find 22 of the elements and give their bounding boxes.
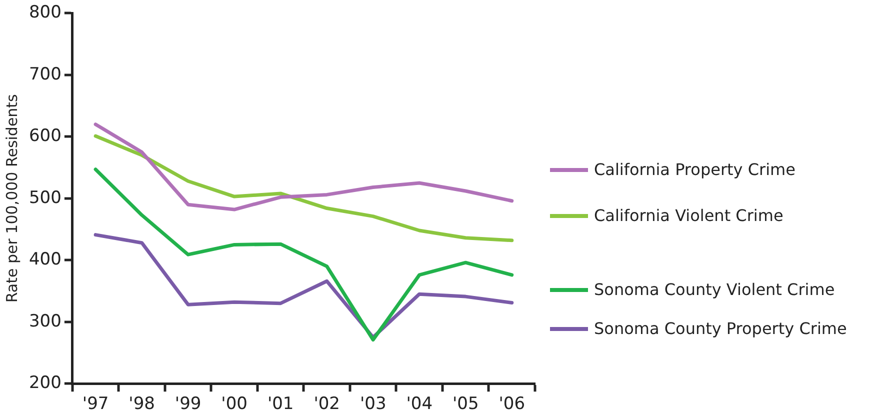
y-axis-title: Rate per 100,000 Residents xyxy=(2,94,21,303)
x-tick-label: '99 xyxy=(174,394,202,414)
legend-label: Sonoma County Violent Crime xyxy=(594,280,835,299)
y-tick-label: 500 xyxy=(28,188,62,208)
x-tick-label: '00 xyxy=(221,394,248,414)
y-tick-label: 400 xyxy=(28,250,62,270)
x-tick-label: '05 xyxy=(452,394,479,414)
x-tick-label: '03 xyxy=(360,394,386,414)
y-tick-label: 300 xyxy=(28,311,62,332)
legend-label: California Violent Crime xyxy=(594,206,784,225)
x-tick-label: '98 xyxy=(128,394,155,414)
x-tick-label: '02 xyxy=(314,394,340,414)
x-tick-label: '06 xyxy=(498,394,526,414)
y-tick-label: 800 xyxy=(28,2,62,23)
legend-label: Sonoma County Property Crime xyxy=(594,319,847,338)
y-tick-label: 200 xyxy=(28,373,62,394)
x-tick-label: '01 xyxy=(267,394,294,414)
y-tick-label: 700 xyxy=(28,64,62,84)
x-tick-label: '97 xyxy=(82,394,109,414)
legend-label: California Property Crime xyxy=(594,160,796,179)
y-tick-label: 600 xyxy=(28,126,62,146)
x-tick-label: '04 xyxy=(406,394,433,414)
